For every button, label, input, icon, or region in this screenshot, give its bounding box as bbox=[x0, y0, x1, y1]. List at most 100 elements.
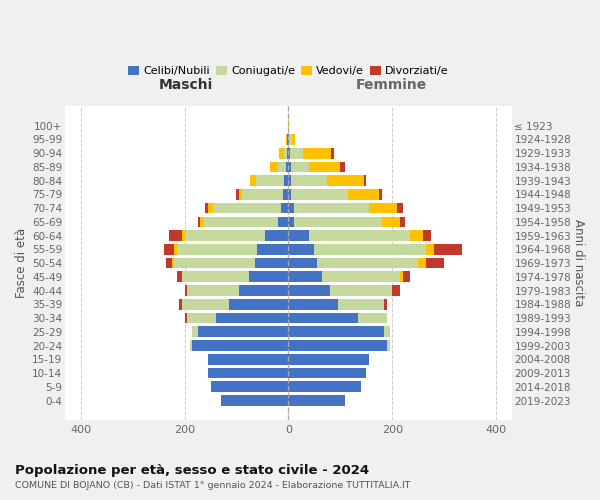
Bar bbox=[211, 382, 289, 392]
Bar bbox=[289, 272, 322, 282]
Bar bbox=[211, 382, 289, 392]
Bar bbox=[283, 189, 289, 200]
Bar bbox=[330, 285, 392, 296]
Bar bbox=[197, 326, 289, 337]
Bar bbox=[278, 162, 289, 172]
Bar bbox=[190, 340, 289, 351]
Bar bbox=[236, 189, 289, 200]
Bar bbox=[208, 203, 289, 213]
Bar bbox=[289, 162, 291, 172]
Bar bbox=[200, 216, 289, 227]
Bar bbox=[289, 312, 358, 324]
Bar bbox=[229, 299, 289, 310]
Bar bbox=[221, 395, 289, 406]
Text: Popolazione per età, sesso e stato civile - 2024: Popolazione per età, sesso e stato civil… bbox=[15, 464, 369, 477]
Bar bbox=[208, 368, 289, 378]
Bar bbox=[385, 299, 387, 310]
Bar bbox=[289, 189, 291, 200]
Bar bbox=[250, 176, 289, 186]
Bar bbox=[289, 203, 293, 213]
Bar bbox=[291, 189, 348, 200]
Bar bbox=[250, 176, 289, 186]
Bar bbox=[426, 258, 444, 268]
Bar bbox=[424, 230, 431, 241]
Bar bbox=[293, 203, 369, 213]
Bar bbox=[254, 258, 289, 268]
Bar bbox=[208, 368, 289, 378]
Bar bbox=[208, 354, 289, 364]
Text: Femmine: Femmine bbox=[355, 78, 427, 92]
Bar bbox=[221, 395, 289, 406]
Bar bbox=[303, 148, 331, 158]
Bar bbox=[242, 189, 289, 200]
Bar bbox=[317, 258, 418, 268]
Bar bbox=[289, 244, 314, 254]
Bar bbox=[205, 203, 289, 213]
Bar bbox=[379, 189, 382, 200]
Bar bbox=[289, 216, 293, 227]
Bar bbox=[179, 299, 289, 310]
Bar bbox=[278, 216, 289, 227]
Bar bbox=[270, 162, 289, 172]
Bar bbox=[193, 326, 289, 337]
Bar bbox=[182, 272, 289, 282]
Bar bbox=[265, 230, 289, 241]
Bar bbox=[309, 230, 410, 241]
Bar bbox=[364, 176, 366, 186]
Bar bbox=[190, 340, 289, 351]
Y-axis label: Fasce di età: Fasce di età bbox=[15, 228, 28, 298]
Bar bbox=[208, 354, 289, 364]
Bar bbox=[239, 285, 289, 296]
Bar bbox=[286, 134, 289, 145]
Bar bbox=[187, 312, 289, 324]
Bar bbox=[309, 162, 340, 172]
Bar bbox=[279, 148, 289, 158]
Bar bbox=[290, 148, 303, 158]
Text: COMUNE DI BOJANO (CB) - Dati ISTAT 1° gennaio 2024 - Elaborazione TUTTITALIA.IT: COMUNE DI BOJANO (CB) - Dati ISTAT 1° ge… bbox=[15, 481, 410, 490]
Bar bbox=[182, 299, 289, 310]
Bar bbox=[382, 216, 400, 227]
Bar bbox=[385, 326, 389, 337]
Bar bbox=[281, 203, 289, 213]
Bar bbox=[284, 148, 289, 158]
Legend: Celibi/Nubili, Coniugati/e, Vedovi/e, Divorziati/e: Celibi/Nubili, Coniugati/e, Vedovi/e, Di… bbox=[124, 62, 454, 80]
Bar bbox=[221, 395, 289, 406]
Bar bbox=[166, 258, 289, 268]
Bar bbox=[208, 368, 289, 378]
Bar bbox=[182, 299, 289, 310]
Bar bbox=[291, 162, 309, 172]
Bar bbox=[193, 326, 289, 337]
Bar bbox=[289, 382, 361, 392]
Bar bbox=[221, 395, 289, 406]
Bar bbox=[328, 176, 364, 186]
Bar bbox=[177, 244, 289, 254]
Bar bbox=[190, 340, 289, 351]
Bar bbox=[289, 230, 309, 241]
Bar bbox=[348, 189, 379, 200]
Bar bbox=[185, 285, 289, 296]
Bar bbox=[291, 176, 328, 186]
Bar bbox=[338, 299, 385, 310]
Bar bbox=[174, 244, 289, 254]
Bar bbox=[187, 312, 289, 324]
Bar bbox=[279, 148, 289, 158]
Bar bbox=[257, 244, 289, 254]
Bar bbox=[397, 203, 403, 213]
Bar bbox=[213, 203, 289, 213]
Bar bbox=[216, 312, 289, 324]
Bar bbox=[289, 258, 317, 268]
Bar bbox=[322, 272, 400, 282]
Bar bbox=[387, 340, 389, 351]
Bar bbox=[256, 176, 289, 186]
Bar bbox=[239, 189, 289, 200]
Bar bbox=[270, 162, 289, 172]
Bar bbox=[426, 244, 434, 254]
Bar bbox=[331, 148, 334, 158]
Bar bbox=[289, 176, 291, 186]
Bar bbox=[403, 272, 410, 282]
Bar bbox=[185, 230, 289, 241]
Bar bbox=[286, 162, 289, 172]
Bar bbox=[187, 285, 289, 296]
Bar bbox=[289, 299, 338, 310]
Bar bbox=[340, 162, 346, 172]
